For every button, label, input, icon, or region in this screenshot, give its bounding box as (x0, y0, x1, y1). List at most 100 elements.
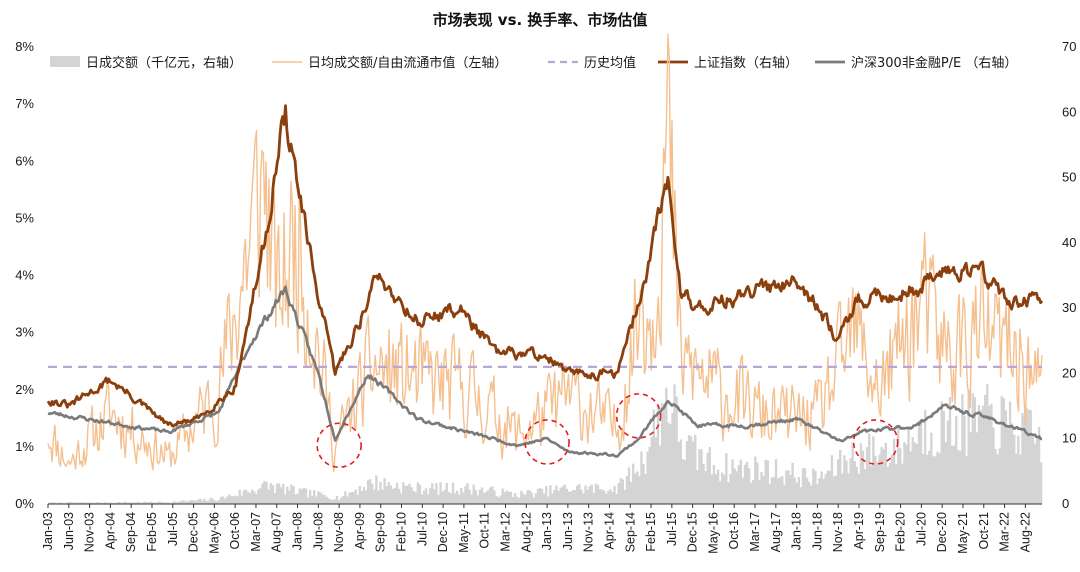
x-tick-label: Mar-17 (748, 512, 762, 552)
volume-bar (830, 455, 834, 504)
volume-bar (410, 487, 413, 504)
volume-bar (812, 468, 815, 504)
volume-bar (870, 465, 873, 504)
volume-bar (814, 471, 817, 504)
volume-bar (356, 494, 359, 504)
right-tick-label: 30 (1062, 300, 1076, 315)
volume-bar (671, 412, 674, 504)
volume-bar (1025, 408, 1028, 504)
volume-bar (246, 491, 250, 504)
x-tick-label: Nov-08 (332, 512, 346, 552)
volume-bar (754, 456, 757, 504)
volume-bar (973, 397, 977, 504)
x-tick-label: Apr-09 (353, 512, 367, 550)
volume-bar (366, 480, 370, 504)
volume-bar (433, 489, 436, 504)
volume-bar (716, 469, 720, 504)
volume-bar (395, 482, 399, 504)
volume-bar (172, 501, 175, 504)
right-tick-label: 20 (1062, 365, 1076, 380)
volume-bar (304, 488, 308, 504)
x-tick-label: Nov-03 (83, 512, 97, 552)
x-tick-label: Jul-10 (415, 512, 429, 546)
right-tick-label: 10 (1062, 431, 1076, 446)
volume-bar (72, 502, 76, 504)
volume-bar (733, 468, 736, 504)
volume-bar (397, 488, 401, 504)
x-tick-label: Nov-13 (582, 512, 596, 552)
volume-bar (675, 396, 678, 504)
volume-bar (1010, 423, 1014, 504)
volume-bar (894, 463, 898, 504)
volume-bar (315, 496, 318, 504)
volume-bar (967, 388, 970, 504)
volume-bar (478, 489, 482, 504)
volume-bar (91, 502, 94, 504)
volume-bar (495, 495, 498, 504)
volume-bar (472, 484, 475, 504)
volume-bar (667, 422, 670, 504)
volume-bar (600, 489, 604, 504)
volume-bar (915, 443, 919, 504)
volume-bar (435, 483, 438, 504)
volume-bar (379, 481, 382, 504)
volume-bar (559, 487, 562, 504)
volume-bar (186, 501, 190, 504)
volume-bar (192, 500, 196, 504)
volume-bar (50, 502, 53, 504)
volume-bar (89, 502, 92, 504)
volume-bar (339, 497, 343, 504)
volume-bar (516, 496, 519, 504)
volume-bar (159, 502, 163, 504)
volume-bar (944, 441, 948, 504)
volume-bar (540, 488, 544, 504)
volume-bar (648, 446, 651, 504)
volume-bar (335, 496, 339, 504)
volume-bar (493, 490, 496, 504)
volume-bar (325, 496, 328, 504)
right-tick-label: 50 (1062, 170, 1076, 185)
volume-bar (810, 485, 813, 504)
volume-bar (963, 415, 966, 504)
volume-bar (207, 500, 210, 504)
volume-bar (723, 474, 726, 504)
volume-bar (95, 502, 98, 504)
volume-bar (482, 492, 486, 504)
volume-bar (888, 463, 892, 504)
volume-bars (48, 384, 1043, 504)
volume-bar (236, 496, 239, 504)
volume-bar (275, 483, 279, 504)
volume-bar (836, 459, 840, 504)
volume-bar (232, 496, 235, 504)
volume-bar (594, 483, 598, 504)
volume-bar (70, 502, 74, 504)
volume-bar (1015, 453, 1018, 504)
volume-bar (153, 502, 156, 504)
legend-item-index: 上证指数（右轴） (658, 56, 798, 71)
volume-bar (110, 502, 113, 504)
volume-bar (747, 468, 751, 504)
volume-bar (863, 468, 867, 504)
volume-bar (122, 502, 125, 504)
volume-bar (108, 502, 111, 504)
volume-bar (996, 454, 999, 504)
volume-bar (984, 394, 987, 504)
volume-bar (880, 447, 883, 504)
volume-bar (476, 495, 480, 504)
volume-bar (776, 478, 780, 504)
volume-bar (839, 449, 842, 504)
volume-bar (795, 482, 798, 504)
volume-bar (273, 492, 277, 504)
volume-bar (826, 470, 830, 504)
volume-bar (242, 490, 246, 504)
volume-bar (551, 493, 554, 504)
volume-bar (226, 496, 229, 504)
volume-bar (911, 437, 914, 504)
volume-bar (897, 425, 900, 504)
volume-bar (391, 488, 395, 504)
volume-bar (101, 502, 105, 504)
annotation-circle (615, 393, 662, 439)
x-tick-label: Jul-15 (665, 512, 679, 546)
volume-bar (611, 492, 614, 504)
volume-bar (1035, 439, 1039, 504)
